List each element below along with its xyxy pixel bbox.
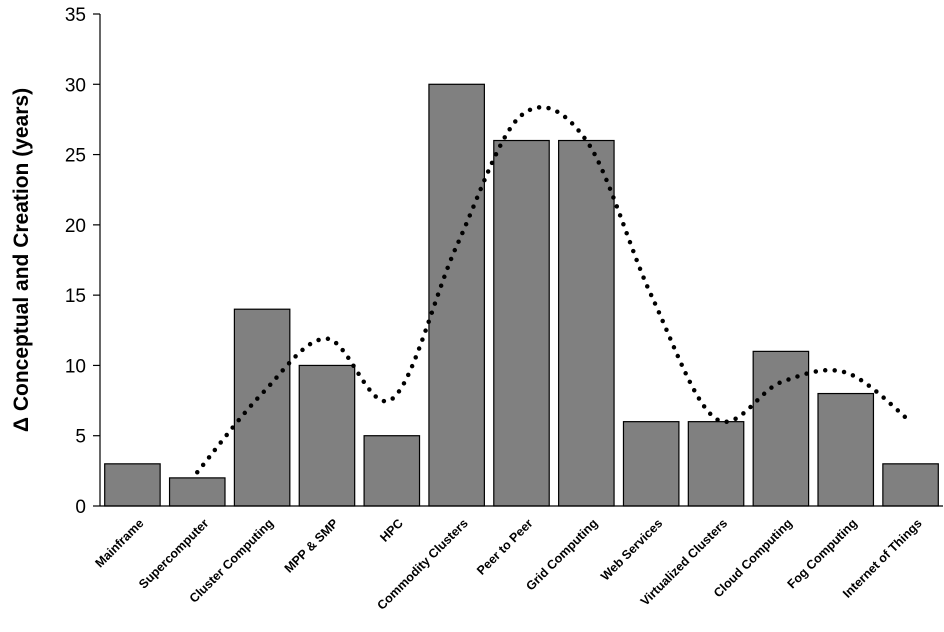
bar bbox=[298, 364, 356, 507]
x-category-label: Supercomputer bbox=[136, 516, 211, 591]
x-category-label: HPC bbox=[377, 516, 406, 545]
bar bbox=[558, 139, 615, 507]
bar bbox=[882, 463, 939, 507]
bar bbox=[493, 139, 550, 507]
bar bbox=[687, 421, 745, 507]
trend-line bbox=[195, 105, 913, 475]
y-axis-title: Δ Conceptual and Creation (years) bbox=[10, 88, 33, 432]
bar bbox=[104, 463, 161, 507]
bar bbox=[817, 392, 875, 507]
y-tick-label: 10 bbox=[65, 356, 86, 377]
y-tick-label: 15 bbox=[65, 286, 86, 307]
x-category-label: Fog Computing bbox=[785, 516, 860, 591]
x-category-label: Web Services bbox=[598, 516, 665, 583]
bar bbox=[752, 350, 810, 507]
bar bbox=[363, 435, 421, 507]
x-category-label: Peer to Peer bbox=[474, 516, 536, 578]
bars bbox=[104, 83, 939, 507]
y-tick-label: 20 bbox=[65, 216, 86, 237]
y-tick-label: 30 bbox=[65, 75, 86, 96]
y-axis-ticks: 0 5 10 15 20 25 30 35 bbox=[65, 5, 100, 518]
x-category-label: MPP & SMP bbox=[282, 516, 341, 575]
y-tick-label: 35 bbox=[65, 5, 86, 26]
y-tick-label: 5 bbox=[75, 427, 86, 448]
x-category-label: Grid Computing bbox=[523, 516, 600, 593]
y-tick-label: 0 bbox=[75, 497, 86, 518]
y-tick-label: 25 bbox=[65, 146, 86, 167]
bar bbox=[168, 477, 226, 507]
x-category-label: Mainframe bbox=[92, 516, 146, 570]
bar bbox=[622, 421, 680, 507]
bar bbox=[233, 308, 291, 507]
